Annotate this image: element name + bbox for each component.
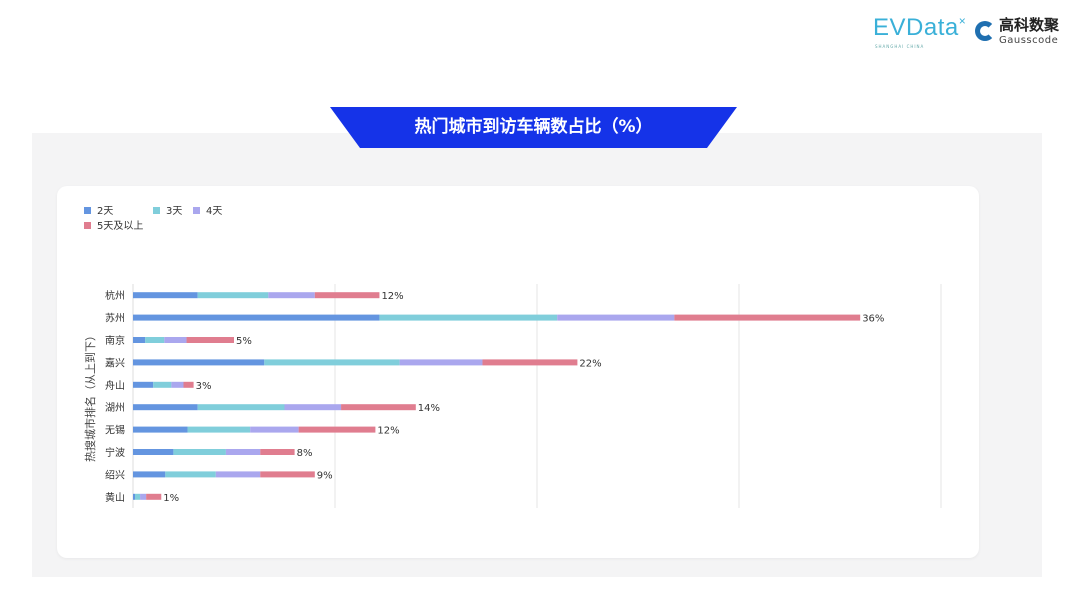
bar-segment bbox=[284, 404, 342, 411]
bar-segment bbox=[314, 292, 380, 299]
total-label: 5% bbox=[236, 336, 252, 347]
legend-label: 3天 bbox=[166, 206, 183, 217]
bar-segment bbox=[165, 471, 216, 478]
total-label: 9% bbox=[317, 470, 333, 481]
evdata-logo-text: EVData bbox=[873, 14, 959, 41]
category-label: 南京 bbox=[105, 334, 125, 347]
bar-segment bbox=[399, 359, 483, 366]
category-label: 无锡 bbox=[105, 424, 125, 437]
gausscode-logo-cn: 高科数聚 bbox=[999, 16, 1060, 34]
legend-item-5plus-days[interactable]: 5天及以上 bbox=[84, 221, 143, 233]
chart-card bbox=[57, 186, 979, 558]
legend-swatch bbox=[84, 207, 91, 214]
bar-segment bbox=[173, 449, 226, 455]
bar-segment bbox=[187, 426, 251, 433]
bar-segment bbox=[186, 337, 234, 343]
gausscode-logo-en: Gausscode bbox=[999, 35, 1059, 46]
category-label: 苏州 bbox=[105, 312, 125, 325]
bar-segment bbox=[153, 381, 172, 388]
bar-segment bbox=[197, 292, 269, 299]
legend-label: 2天 bbox=[97, 206, 114, 217]
evdata-logo-sub: SHANGHAI CHINA bbox=[875, 44, 925, 49]
legend-label: 4天 bbox=[206, 206, 223, 217]
category-label: 杭州 bbox=[105, 289, 125, 302]
bar-segment bbox=[133, 292, 198, 299]
total-label: 8% bbox=[297, 448, 313, 459]
bar-segment bbox=[146, 493, 162, 500]
total-label: 3% bbox=[196, 381, 212, 392]
category-label: 黄山 bbox=[105, 491, 125, 504]
bar-segment bbox=[260, 449, 295, 455]
bar-segment bbox=[341, 404, 416, 411]
category-label: 舟山 bbox=[105, 379, 125, 392]
bar-segment bbox=[133, 314, 380, 321]
bar-segment bbox=[482, 359, 578, 366]
y-axis-title: 热搜城市排名（从上到下） bbox=[83, 330, 97, 462]
bar-segment bbox=[298, 426, 376, 433]
category-label: 宁波 bbox=[105, 446, 125, 459]
category-label: 绍兴 bbox=[105, 468, 125, 481]
category-label: 湖州 bbox=[105, 402, 125, 414]
bar-segment bbox=[135, 493, 141, 500]
bar-segment bbox=[164, 337, 187, 343]
title-banner: 热门城市到访车辆数占比（%） bbox=[330, 107, 737, 148]
bar-segment bbox=[215, 471, 261, 478]
bar-segment bbox=[557, 314, 675, 321]
bar-segment bbox=[260, 471, 315, 478]
bar-segment bbox=[250, 426, 299, 433]
bar-segment bbox=[183, 381, 194, 388]
banner-shape bbox=[330, 107, 737, 148]
legend-item-2days[interactable]: 2天 bbox=[84, 206, 113, 218]
total-label: 22% bbox=[579, 358, 601, 369]
gausscode-mark-icon bbox=[975, 21, 995, 41]
legend-swatch bbox=[84, 222, 91, 229]
bar-segment bbox=[133, 359, 265, 366]
bar-segment bbox=[145, 337, 165, 343]
bar-segment bbox=[133, 337, 146, 343]
bar-segment bbox=[133, 493, 136, 500]
bar-segment bbox=[674, 314, 861, 321]
bar-segment bbox=[379, 314, 558, 321]
bar-segment bbox=[264, 359, 400, 366]
legend-item-3days[interactable]: 3天 bbox=[153, 206, 182, 218]
category-label: 嘉兴 bbox=[105, 356, 125, 369]
total-label: 36% bbox=[862, 314, 884, 325]
legend-swatch bbox=[153, 207, 160, 214]
total-label: 1% bbox=[163, 493, 179, 504]
chart-title: 热门城市到访车辆数占比（%） bbox=[414, 117, 653, 137]
legend-label: 5天及以上 bbox=[97, 221, 144, 232]
total-label: 14% bbox=[418, 403, 440, 414]
bar-segment bbox=[133, 471, 166, 478]
bar-segment bbox=[268, 292, 315, 299]
bar-segment bbox=[133, 381, 154, 388]
total-label: 12% bbox=[381, 291, 403, 302]
bar-segment bbox=[197, 404, 285, 411]
bar-segment bbox=[133, 404, 198, 411]
bar-segment bbox=[140, 493, 147, 500]
total-label: 12% bbox=[377, 426, 399, 437]
bar-segment bbox=[133, 426, 188, 433]
bar-segment bbox=[133, 449, 174, 455]
evdata-logo-x-icon: × bbox=[958, 14, 967, 28]
legend-item-4days[interactable]: 4天 bbox=[193, 206, 222, 218]
bar-segment bbox=[171, 381, 184, 388]
evdata-logo: EVData× bbox=[873, 14, 967, 41]
bar-segment bbox=[225, 449, 261, 455]
legend-swatch bbox=[193, 207, 200, 214]
